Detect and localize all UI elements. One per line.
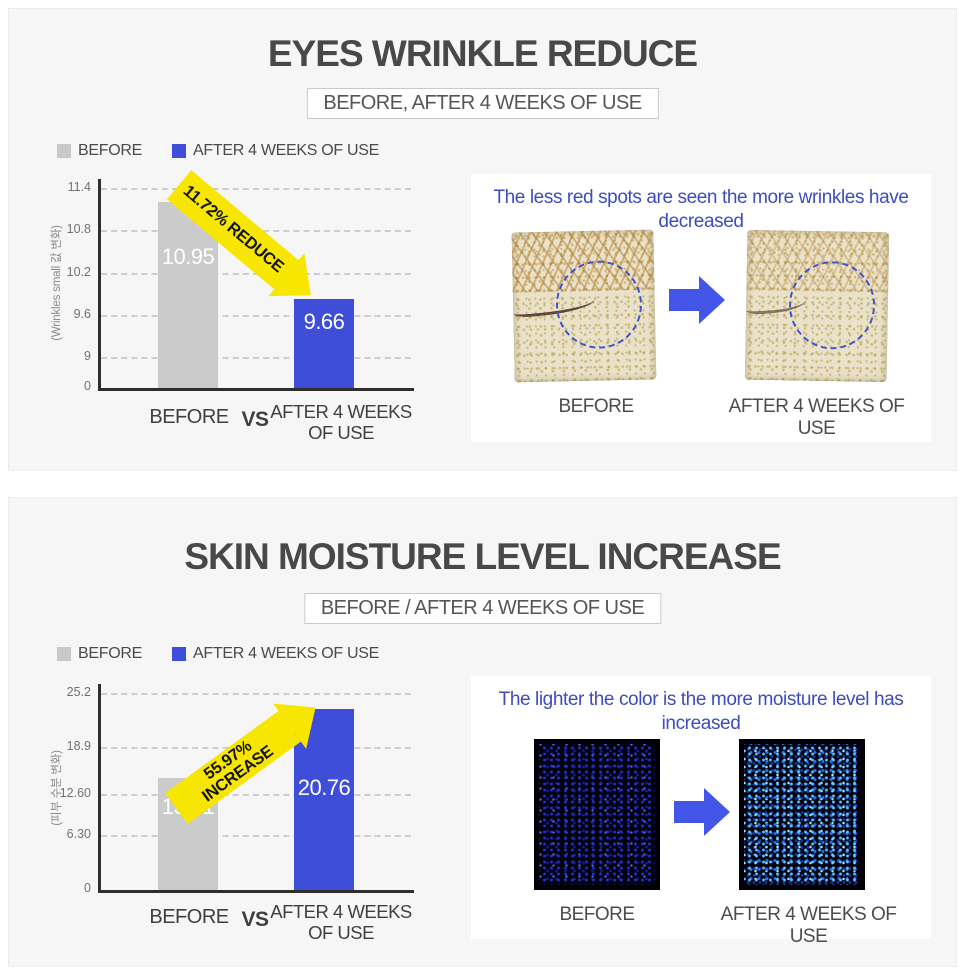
y-tick: 10.8 (66, 222, 91, 236)
chart-legend: BEFORE AFTER 4 WEEKS OF USE (57, 645, 379, 663)
legend-label-before: BEFORE (78, 645, 142, 662)
legend-label-after: AFTER 4 WEEKS OF USE (193, 142, 380, 159)
legend-swatch-before (57, 144, 71, 158)
y-tick: 6.30 (66, 827, 91, 841)
legend-item-before: BEFORE (57, 645, 142, 663)
arrow-rect (669, 289, 699, 311)
section-subtitle-box: BEFORE, AFTER 4 WEEKS OF USE (306, 88, 659, 119)
legend-label-before: BEFORE (78, 142, 142, 159)
x-label-after: AFTER 4 WEEKS OF USE (270, 401, 412, 443)
legend-swatch-after (172, 647, 186, 661)
x-axis-line (98, 388, 414, 391)
section-title: SKIN MOISTURE LEVEL INCREASE (184, 536, 781, 577)
moisture-before-image (534, 739, 660, 890)
legend-swatch-after (172, 144, 186, 158)
section-skin-moisture: SKIN MOISTURE LEVEL INCREASE BEFORE / AF… (8, 497, 957, 967)
dashed-focus-circle (554, 259, 643, 350)
gridline (101, 693, 411, 695)
image-label-after: AFTER 4 WEEKS OF USE (728, 396, 905, 439)
y-tick: 18.9 (66, 739, 91, 753)
y-tick: 25.2 (66, 685, 91, 699)
y-tick: 11.4 (67, 180, 91, 194)
y-tick: 10.2 (66, 265, 91, 279)
section-eyes-wrinkle: EYES WRINKLE REDUCE BEFORE, AFTER 4 WEEK… (8, 8, 957, 471)
x-label-vs: VS (241, 408, 269, 431)
y-tick: 12.60 (59, 786, 91, 800)
arrow-tip (699, 276, 725, 324)
bar-after: 20.76 (294, 709, 354, 890)
legend-label-after: AFTER 4 WEEKS OF USE (193, 645, 380, 662)
y-tick: 0 (84, 881, 91, 895)
gridline (101, 188, 411, 190)
y-axis-line (98, 179, 101, 391)
image-label-before: BEFORE (558, 396, 634, 417)
moisture-after-image (739, 739, 865, 890)
bar-after-value: 9.66 (303, 309, 345, 334)
gridline (101, 357, 411, 359)
x-label-before: BEFORE (149, 406, 229, 428)
legend-item-after: AFTER 4 WEEKS OF USE (172, 142, 379, 160)
section-subtitle-box: BEFORE / AFTER 4 WEEKS OF USE (303, 593, 662, 624)
y-tick: 9.6 (73, 307, 91, 321)
bar-after: 9.66 (294, 299, 354, 388)
legend-item-after: AFTER 4 WEEKS OF USE (172, 645, 379, 663)
skin-before-image (511, 229, 657, 383)
y-tick: 9 (84, 349, 91, 363)
before-after-arrow-icon (669, 276, 725, 324)
y-tick: 0 (84, 379, 91, 393)
comparison-card-wrinkle: The less red spots are seen the more wri… (471, 174, 931, 442)
dashed-focus-circle (787, 260, 876, 351)
reduce-arrow-percent: 11.72% (179, 182, 232, 231)
increase-arrow-text: 55.97% INCREASE (160, 704, 306, 832)
arrow-rect (674, 801, 704, 823)
gridline (101, 835, 411, 837)
card-caption: The lighter the color is the more moistu… (498, 689, 904, 734)
card-caption: The less red spots are seen the more wri… (493, 187, 909, 232)
x-label-before: BEFORE (149, 906, 229, 928)
y-axis-line (98, 684, 101, 893)
x-label-vs: VS (241, 908, 269, 931)
gridline (101, 315, 411, 317)
bar-after-value: 20.76 (297, 775, 351, 800)
gridline (101, 794, 411, 796)
arrow-tip (704, 788, 730, 836)
x-axis-line (98, 890, 414, 893)
image-label-after: AFTER 4 WEEKS OF USE (720, 904, 897, 947)
comparison-card-moisture: The lighter the color is the more moistu… (471, 676, 931, 947)
legend-item-before: BEFORE (57, 142, 142, 160)
chart-legend: BEFORE AFTER 4 WEEKS OF USE (57, 142, 379, 160)
x-label-after: AFTER 4 WEEKS OF USE (270, 901, 412, 943)
bar-before-value: 10.95 (161, 244, 215, 269)
reduce-arrow-word: REDUCE (223, 218, 287, 277)
image-label-before: BEFORE (559, 904, 635, 925)
bar-before: 10.95 (158, 202, 218, 388)
section-title: EYES WRINKLE REDUCE (267, 33, 698, 74)
before-after-arrow-icon (674, 788, 730, 836)
skin-after-image (744, 229, 890, 383)
legend-swatch-before (57, 647, 71, 661)
